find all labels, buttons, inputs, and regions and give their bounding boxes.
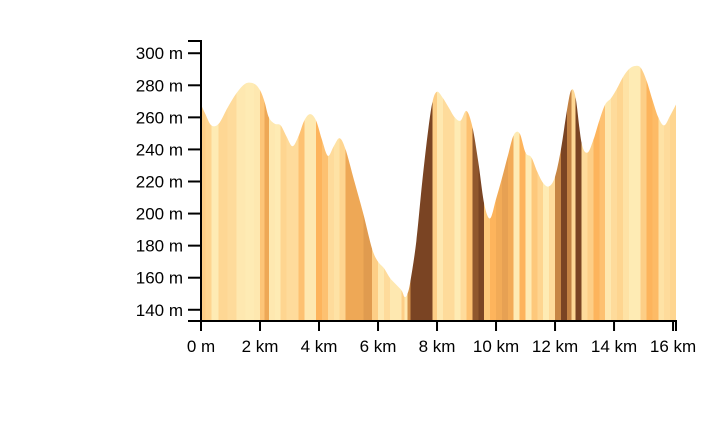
x-tick-label: 4 km: [301, 337, 338, 356]
y-tick-label: 180 m: [136, 237, 183, 256]
y-tick-label: 200 m: [136, 205, 183, 224]
elevation-area: [201, 65, 676, 321]
y-tick-label: 220 m: [136, 173, 183, 192]
x-tick-label: 14 km: [591, 337, 637, 356]
x-tick-label: 10 km: [473, 337, 519, 356]
y-tick-label: 140 m: [136, 301, 183, 320]
y-tick-label: 240 m: [136, 140, 183, 159]
y-tick-label: 160 m: [136, 269, 183, 288]
y-tick-label: 260 m: [136, 108, 183, 127]
y-tick-label: 280 m: [136, 76, 183, 95]
x-tick-label: 2 km: [242, 337, 279, 356]
x-tick-label: 0 m: [187, 337, 215, 356]
x-tick-label: 12 km: [532, 337, 578, 356]
axes: 140 m 160 m 180 m 200 m 220 m 240 m 260 m 280 m…: [136, 40, 696, 356]
x-tick-label: 8 km: [419, 337, 456, 356]
y-tick-label: 300 m: [136, 44, 183, 63]
x-tick-label: 16 km: [650, 337, 696, 356]
plot-area: [201, 65, 676, 321]
x-tick-label: 6 km: [360, 337, 397, 356]
